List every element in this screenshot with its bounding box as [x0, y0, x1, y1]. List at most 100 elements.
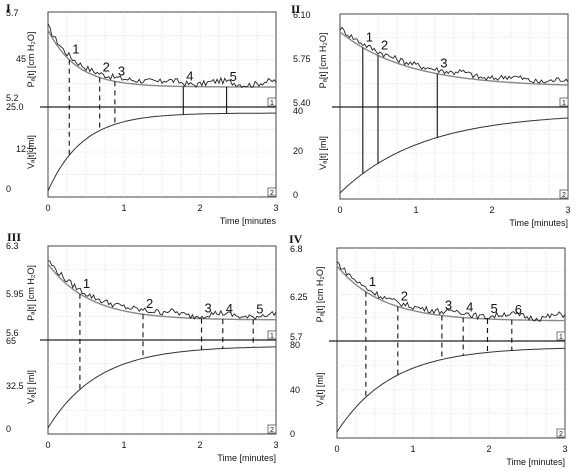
channel-badge-label: 1	[270, 333, 274, 340]
volume-tick-label: 32.5	[6, 381, 24, 391]
volume-tick-label: 40	[293, 106, 303, 116]
pressure-line	[47, 260, 277, 321]
x-axis-label: Time [minutes]	[506, 457, 565, 467]
volume-tick-label: 0	[6, 184, 11, 194]
x-tick-label: 2	[489, 205, 494, 215]
channel-badge-label: 1	[562, 100, 566, 107]
event-label: 2	[381, 37, 388, 52]
x-tick-label: 1	[121, 440, 126, 450]
event-label: 3	[205, 301, 212, 316]
event-label: 4	[466, 300, 473, 315]
pressure-tick-label: 6.3	[6, 241, 19, 251]
pressure-line	[339, 26, 569, 84]
channel-badge-label: 1	[270, 100, 274, 107]
pressure-fit-line	[47, 263, 277, 321]
pressure-tick-label: 5.7	[290, 332, 303, 342]
event-label: 4	[226, 301, 233, 316]
volume-tick-label: 80	[290, 340, 300, 350]
pressure-fit-line	[339, 31, 568, 86]
event-label: 4	[186, 68, 193, 83]
event-label: 3	[118, 63, 125, 78]
volume-tick-label: 0	[293, 190, 298, 200]
volume-line	[47, 112, 276, 192]
x-tick-label: 3	[273, 440, 278, 450]
pressure-axis-label: Pₐ[t] [cm H₂O]	[318, 33, 328, 89]
volume-tick-label: 40	[290, 385, 300, 395]
panel-label: III	[7, 230, 21, 244]
event-label: 5	[256, 302, 263, 317]
channel-badge	[559, 97, 569, 107]
volume-axis-label: Vₐ[t] [ml]	[26, 135, 36, 169]
x-tick-label: 1	[410, 444, 415, 454]
pressure-fit-line	[336, 265, 565, 322]
pressure-line	[336, 261, 566, 322]
pressure-tick-label: 5.7	[6, 8, 19, 18]
channel-badge	[267, 330, 277, 340]
x-tick-label: 0	[334, 444, 339, 454]
channel-badge-label: 2	[559, 431, 563, 438]
event-label: 2	[401, 289, 408, 304]
pressure-axis-label: Pₐ[t] [cm H₂O]	[26, 32, 36, 88]
volume-tick-label: 65	[6, 336, 16, 346]
event-label: 1	[72, 42, 79, 57]
panel-label: IV	[289, 232, 303, 246]
x-tick-label: 0	[45, 203, 50, 213]
pressure-tick-label: 6.25	[290, 292, 308, 302]
pressure-tick-label: 6.8	[290, 244, 303, 254]
x-tick-label: 1	[121, 203, 126, 213]
x-axis-label: Time [minutes	[220, 216, 277, 226]
volume-tick-label: 12.5	[16, 144, 34, 154]
pressure-axis-label: Pₐ[t] [cm H₂O]	[26, 265, 36, 321]
channel-badge-label: 1	[559, 334, 563, 341]
pressure-tick-label: 5.75	[293, 54, 311, 64]
event-label: 5	[230, 69, 237, 84]
volume-tick-label: 25.0	[6, 102, 24, 112]
channel-badge	[267, 187, 277, 197]
pressure-tick-label: 5.2	[6, 93, 19, 103]
x-tick-label: 3	[565, 205, 570, 215]
pressure-tick-label: 6.10	[293, 10, 311, 20]
event-label: 6	[515, 302, 522, 317]
volume-axis-label: Vₐ[t] [ml]	[26, 370, 36, 404]
pressure-tick-label: 45	[16, 54, 26, 64]
x-axis-label: Time [minutes]	[509, 218, 568, 228]
event-label: 1	[369, 274, 376, 289]
channel-badge-label: 2	[270, 190, 274, 197]
volume-axis-label: Vₐ[t] [ml]	[315, 373, 325, 407]
event-label: 5	[490, 301, 497, 316]
channel-badge-label: 2	[270, 427, 274, 434]
panel-label: I	[6, 1, 11, 15]
x-tick-label: 2	[486, 444, 491, 454]
channel-badge	[559, 189, 569, 199]
x-tick-label: 3	[562, 444, 567, 454]
event-label: 2	[103, 59, 110, 74]
volume-tick-label: 0	[290, 429, 295, 439]
event-label: 3	[440, 56, 447, 71]
pressure-fit-line	[47, 29, 276, 88]
volume-line	[47, 346, 276, 429]
channel-badge	[556, 428, 566, 438]
x-tick-label: 1	[413, 205, 418, 215]
volume-line	[339, 117, 569, 194]
channel-badge-label: 2	[562, 192, 566, 199]
pressure-tick-label: 5.40	[293, 98, 311, 108]
event-label: 1	[366, 30, 373, 45]
channel-badge	[267, 424, 277, 434]
x-tick-label: 0	[45, 440, 50, 450]
x-tick-label: 2	[197, 440, 202, 450]
channel-badge	[267, 97, 277, 107]
pressure-line	[47, 23, 277, 89]
volume-tick-label: 20	[293, 146, 303, 156]
volume-line	[336, 347, 566, 433]
event-label: 3	[445, 297, 452, 312]
event-label: 2	[146, 296, 153, 311]
pressure-tick-label: 5.6	[6, 328, 19, 338]
x-tick-label: 2	[197, 203, 202, 213]
channel-badge	[556, 331, 566, 341]
volume-axis-label: Vₐ[t] [ml]	[318, 136, 328, 170]
